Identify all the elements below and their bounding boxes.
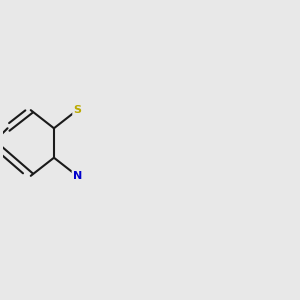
Text: N: N <box>73 171 82 181</box>
Text: S: S <box>73 105 81 115</box>
